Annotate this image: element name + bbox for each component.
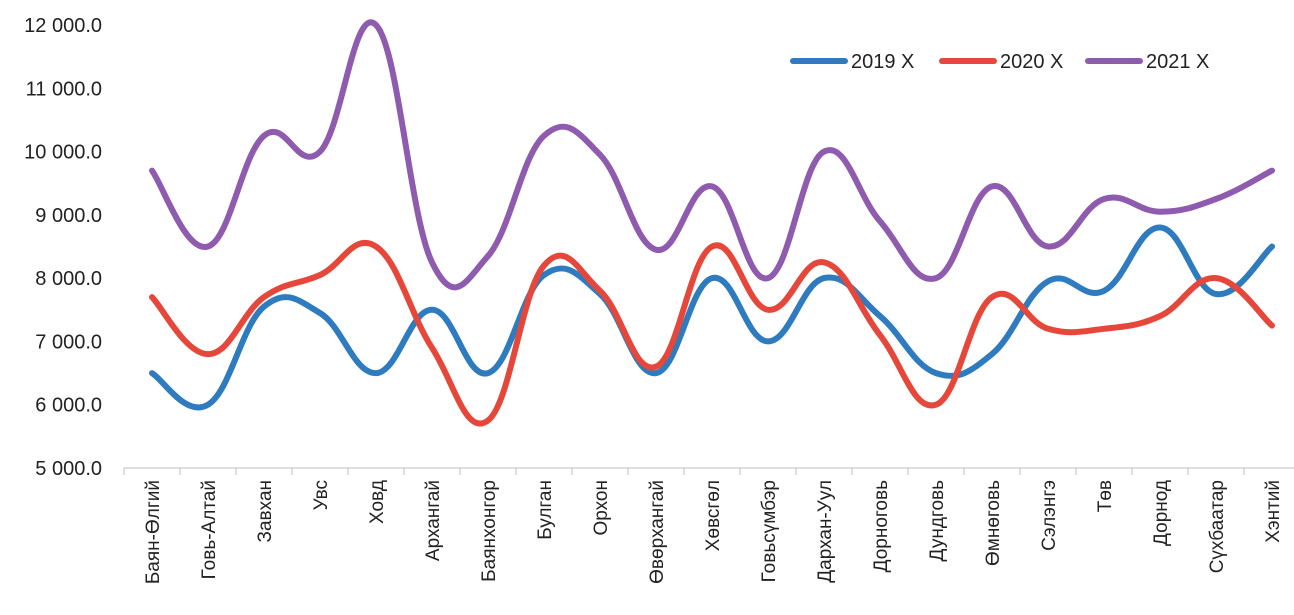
y-tick-label: 10 000.0	[24, 142, 102, 164]
x-category-label: Завхан	[255, 480, 276, 542]
x-axis-ticks	[123, 468, 1245, 475]
y-tick-label: 8 000.0	[35, 268, 102, 290]
y-tick-label: 6 000.0	[35, 395, 102, 417]
x-category-label: Сэлэнгэ	[1039, 480, 1060, 551]
x-category-label: Баянхонгор	[479, 480, 500, 582]
x-category-label: Баян-Өлгий	[143, 480, 164, 584]
x-category-label: Дархан-Уул	[815, 480, 836, 583]
series-lines	[149, 19, 1275, 427]
x-category-label: Төв	[1095, 480, 1116, 512]
x-category-label: Дундговь	[927, 480, 948, 562]
x-category-label: Дорноговь	[871, 480, 892, 572]
legend: 2019 Х 2020 Х 2021 Х	[790, 51, 1209, 73]
series-line-2021	[149, 19, 1275, 291]
y-tick-label: 12 000.0	[24, 15, 102, 37]
x-category-label: Говь-Алтай	[199, 480, 220, 579]
x-category-label: Хөвсгөл	[703, 480, 724, 551]
x-category-label: Говьсүмбэр	[759, 480, 780, 582]
x-category-label: Өвөрхангай	[647, 480, 668, 584]
y-axis-tick-labels: 5 000.0 6 000.0 7 000.0 8 000.0 9 000.0 10 00…	[24, 15, 102, 480]
legend-label-2019: 2019 Х	[851, 51, 914, 73]
y-tick-label: 11 000.0	[26, 78, 102, 100]
x-category-label: Дорнод	[1151, 480, 1172, 546]
legend-label-2020: 2020 Х	[1000, 51, 1063, 73]
series-line-2019	[149, 224, 1275, 411]
legend-label-2021: 2021 Х	[1146, 51, 1209, 73]
x-category-label: Орхон	[591, 480, 612, 535]
x-category-label: Увс	[311, 480, 332, 510]
y-tick-label: 5 000.0	[35, 458, 102, 480]
x-category-label: Ховд	[367, 480, 388, 524]
x-category-label: Өмнөговь	[983, 480, 1004, 566]
y-tick-label: 7 000.0	[35, 331, 102, 353]
x-category-label: Булган	[535, 480, 556, 540]
y-tick-label: 9 000.0	[35, 205, 102, 227]
series-line-2020	[149, 239, 1275, 427]
x-category-label: Хэнтий	[1263, 480, 1284, 543]
x-category-label: Сүхбаатар	[1207, 480, 1228, 573]
x-category-label: Архангай	[423, 480, 444, 561]
x-axis-category-labels: Баян-Өлгий Говь-Алтай Завхан Увс Ховд Арханга…	[143, 480, 1284, 584]
